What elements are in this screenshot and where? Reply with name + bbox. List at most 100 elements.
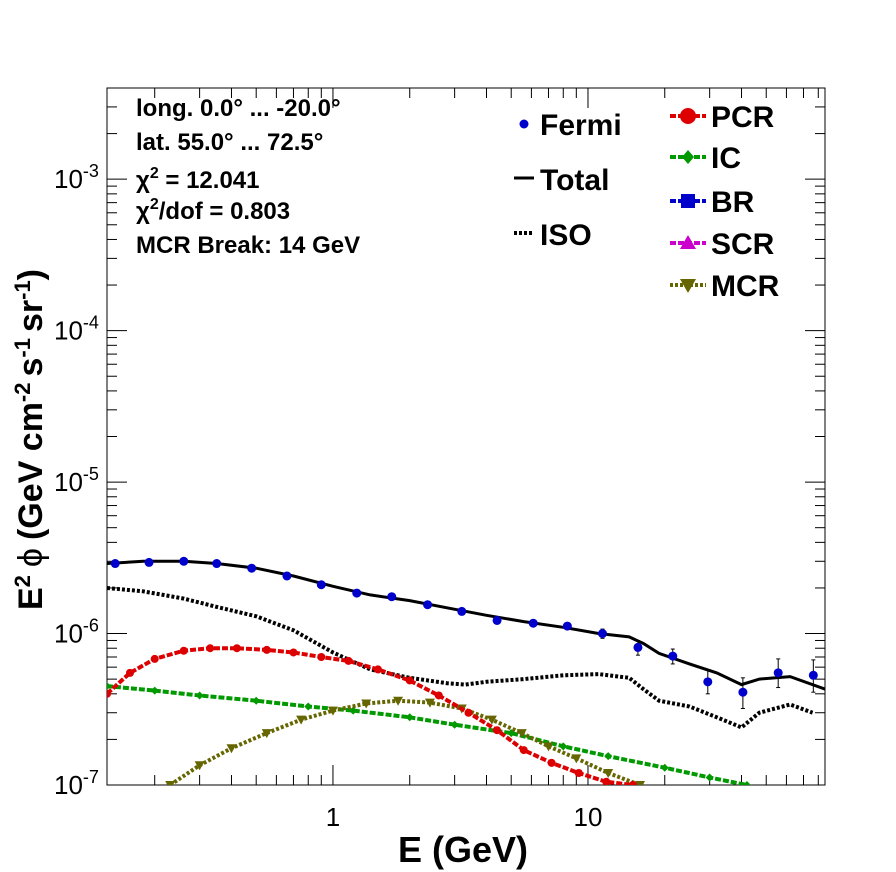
y-title-sr-sup: -1: [10, 280, 35, 300]
mcr-point: [165, 781, 176, 785]
fermi-point: [179, 556, 189, 566]
ic-point: [195, 691, 204, 700]
y-tick-label: 10-4: [54, 313, 99, 346]
annotation-longitude: long. 0.0° ... -20.0°: [136, 95, 341, 122]
legend-marker-mcr: [680, 279, 696, 293]
pcr-point: [289, 648, 298, 657]
chidof-value: /dof = 0.803: [159, 198, 290, 225]
legend-label-scr: SCR: [711, 228, 775, 261]
x-axis-title: E (GeV): [398, 829, 528, 870]
pcr-point: [628, 781, 637, 785]
legend-label-fermi: Fermi: [540, 109, 622, 142]
ic-point: [559, 742, 568, 751]
legend-marker-fermi: [519, 119, 529, 129]
legend-label-pcr: PCR: [711, 101, 775, 134]
fermi-point: [492, 615, 502, 625]
fermi-point: [528, 618, 538, 628]
ic-point: [742, 781, 751, 785]
pcr-point: [464, 708, 473, 717]
chi2-symbol: χ: [136, 167, 150, 194]
series-layer: [107, 556, 825, 785]
fermi-point: [738, 687, 748, 697]
pcr-point: [262, 645, 271, 654]
y-title-s: s: [12, 358, 50, 377]
y-title-s-sup: -1: [10, 338, 35, 358]
y-tick-label: 10-6: [54, 616, 99, 649]
mcr-point: [296, 715, 307, 725]
pcr-point: [434, 691, 443, 700]
chidof-symbol: χ: [136, 198, 150, 225]
mcr-point: [327, 706, 338, 716]
fermi-point: [247, 563, 257, 573]
mcr-point: [194, 761, 205, 771]
mcr-point: [361, 699, 372, 709]
legend-label-ic: IC: [711, 142, 741, 175]
series-clip-group: [107, 556, 825, 785]
fermi-point: [668, 651, 678, 661]
y-tick-label: 10-3: [54, 161, 99, 194]
pcr-point: [373, 665, 382, 674]
fermi-point: [703, 677, 713, 687]
ic-point: [107, 682, 111, 691]
mcr-point: [486, 715, 497, 725]
annotation-chi2: χ2 = 12.041: [136, 165, 260, 194]
ic-point: [349, 706, 358, 715]
legend-label-br: BR: [711, 186, 755, 219]
mcr-point: [603, 769, 614, 779]
pcr-point: [317, 653, 326, 662]
y-tick-label: 10-5: [54, 464, 99, 497]
mcr-point: [571, 754, 582, 764]
y-axis-title: E2ϕ(GeV cm-2s-1sr-1): [10, 269, 50, 610]
y-title-e-sup: 2: [10, 575, 35, 587]
annotation-block: long. 0.0° ... -20.0° lat. 55.0° ... 72.…: [136, 95, 360, 259]
mcr-point: [635, 781, 646, 785]
legend-marker-br: [681, 194, 695, 208]
legend-label-total: Total: [540, 164, 609, 197]
y-title-close: ): [12, 269, 50, 280]
chi2-value: = 12.041: [159, 167, 260, 194]
pcr-point: [150, 654, 159, 663]
y-title-e: E: [12, 587, 50, 610]
ic-point: [304, 702, 313, 711]
fermi-point: [110, 559, 120, 569]
pcr-point: [574, 769, 583, 778]
fermi-point: [562, 621, 572, 631]
pcr-point: [602, 777, 611, 785]
y-title-cm-sup: -2: [10, 383, 35, 403]
pcr-point: [107, 689, 111, 698]
mcr-point: [393, 696, 404, 706]
series-mcr: [169, 698, 641, 785]
fermi-point: [316, 580, 326, 590]
mcr-point: [424, 698, 435, 708]
mcr-point: [516, 729, 527, 739]
fermi-point: [597, 629, 607, 639]
ic-point: [150, 686, 159, 695]
annotation-latitude: lat. 55.0° ... 72.5°: [136, 129, 323, 156]
ic-point: [405, 713, 414, 722]
pcr-point: [344, 656, 353, 665]
pcr-point: [519, 746, 528, 755]
fermi-point: [212, 559, 222, 569]
series-ic: [107, 684, 748, 785]
y-title-open: (GeV cm: [12, 402, 50, 540]
fermi-point: [457, 606, 467, 616]
legend-marker-scr: [680, 235, 696, 249]
fermi-point: [352, 588, 362, 598]
ic-point: [252, 696, 261, 705]
ic-point: [604, 752, 613, 761]
ic-point: [705, 773, 714, 782]
chidof-superscript: 2: [150, 196, 159, 213]
series-total: [107, 559, 825, 691]
fermi-point: [423, 600, 433, 610]
pcr-point: [125, 668, 134, 677]
y-tick-label: 10-7: [54, 767, 99, 800]
annotation-chi2-dof: χ2/dof = 0.803: [136, 196, 290, 225]
legend-label-mcr: MCR: [711, 270, 780, 303]
x-tick-label: 1: [326, 802, 340, 832]
mcr-point: [226, 744, 237, 754]
fermi-point: [387, 592, 397, 602]
legend-marker-pcr: [680, 108, 696, 124]
fermi-point: [773, 668, 783, 678]
pcr-point: [405, 676, 414, 685]
